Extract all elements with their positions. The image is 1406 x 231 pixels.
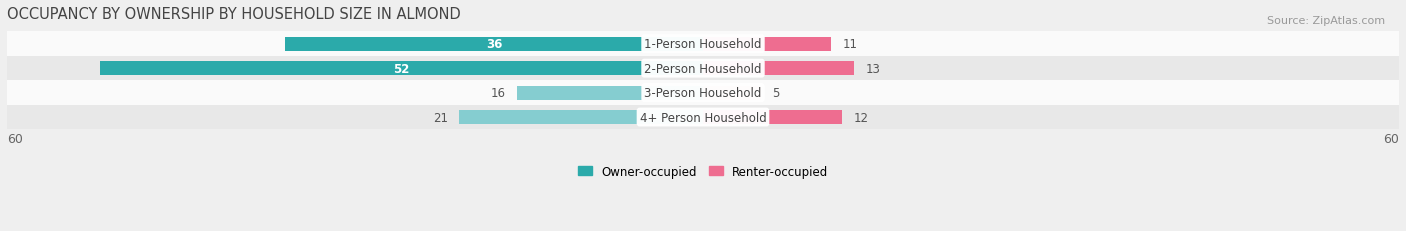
Text: 60: 60 <box>7 133 22 146</box>
Text: Source: ZipAtlas.com: Source: ZipAtlas.com <box>1267 16 1385 26</box>
Text: 52: 52 <box>394 62 409 75</box>
Bar <box>703 62 853 76</box>
Bar <box>517 86 703 100</box>
Bar <box>703 110 842 125</box>
Text: 4+ Person Household: 4+ Person Household <box>640 111 766 124</box>
Text: 36: 36 <box>486 38 502 51</box>
Bar <box>460 110 703 125</box>
Bar <box>703 86 761 100</box>
Text: 16: 16 <box>491 87 506 100</box>
Bar <box>7 32 1399 57</box>
Bar <box>285 37 703 52</box>
Bar <box>7 57 1399 81</box>
Text: 11: 11 <box>842 38 858 51</box>
Text: 60: 60 <box>1384 133 1399 146</box>
Text: 2-Person Household: 2-Person Household <box>644 62 762 75</box>
Text: 21: 21 <box>433 111 447 124</box>
Text: 13: 13 <box>866 62 880 75</box>
Bar <box>703 37 831 52</box>
Legend: Owner-occupied, Renter-occupied: Owner-occupied, Renter-occupied <box>572 160 834 182</box>
Text: 3-Person Household: 3-Person Household <box>644 87 762 100</box>
Text: 12: 12 <box>853 111 869 124</box>
Bar <box>100 62 703 76</box>
Text: OCCUPANCY BY OWNERSHIP BY HOUSEHOLD SIZE IN ALMOND: OCCUPANCY BY OWNERSHIP BY HOUSEHOLD SIZE… <box>7 7 461 22</box>
Text: 1-Person Household: 1-Person Household <box>644 38 762 51</box>
Bar <box>7 81 1399 105</box>
Text: 5: 5 <box>773 87 780 100</box>
Bar <box>7 105 1399 130</box>
